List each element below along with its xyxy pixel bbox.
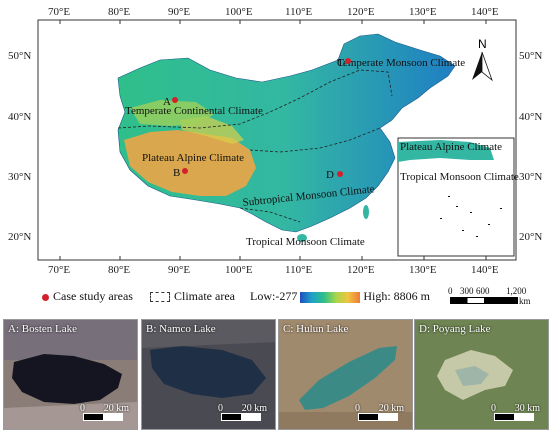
- panel-scale-bar: [221, 413, 261, 421]
- site-marker-d: [337, 171, 343, 177]
- panel-poyang-lake: D: Poyang Lake 0 30 km: [414, 319, 549, 430]
- lon-label-bottom: 100°E: [225, 264, 253, 276]
- taiwan-island: [363, 205, 369, 219]
- lat-label-left: 40°N: [8, 111, 31, 123]
- map-legend: Case study areas Climate area Low:-277 H…: [0, 283, 550, 313]
- panel-scale-bar: [83, 413, 123, 421]
- north-arrow-icon: N: [472, 37, 493, 82]
- label-tropical-monsoon: Tropical Monsoon Climate: [246, 236, 365, 248]
- site-label-d: D: [326, 169, 334, 181]
- panel-title: A: Bosten Lake: [8, 323, 78, 335]
- panel-scale-bar: [358, 413, 398, 421]
- inset-landmass: [398, 140, 494, 162]
- panel-hulun-lake: C: Hulun Lake 0 20 km: [278, 319, 413, 430]
- site-label-c: C: [337, 57, 344, 69]
- scale-bar: 0 300 600 1,200 km: [448, 286, 531, 306]
- label-temperate-monsoon: Temperate Monsoon Climate: [337, 57, 465, 69]
- site-label-b: B: [173, 167, 180, 179]
- lon-label-top: 120°E: [347, 6, 375, 18]
- lat-label-right: 30°N: [519, 171, 542, 183]
- lon-label-bottom: 110°E: [285, 264, 312, 276]
- lon-label-top: 130°E: [409, 6, 437, 18]
- panel-title: B: Namco Lake: [146, 323, 216, 335]
- panel-title: C: Hulun Lake: [283, 323, 349, 335]
- lon-label-bottom: 90°E: [168, 264, 190, 276]
- tarim-basin: [130, 100, 214, 126]
- site-marker-a: [172, 97, 178, 103]
- red-dot-icon: [42, 293, 49, 301]
- site-marker-c: [345, 58, 351, 64]
- label-inset-plateau-alpine: Plateau Alpine Climate: [400, 141, 502, 153]
- hainan-island: [297, 234, 307, 242]
- lon-label-bottom: 130°E: [409, 264, 437, 276]
- lon-label-top: 80°E: [108, 6, 130, 18]
- main-map: 70°E 80°E 90°E 100°E 110°E 120°E 130°E 1…: [8, 6, 542, 276]
- plateau-region: [124, 130, 256, 196]
- elevation-low-label: Low:-277: [250, 289, 298, 303]
- elevation-gradient: [300, 291, 361, 303]
- legend-elevation: Low:-277 High: 8806 m: [250, 289, 430, 304]
- panel-namco-lake: B: Namco Lake 0 20 km: [141, 319, 276, 430]
- lat-label-left: 50°N: [8, 50, 31, 62]
- lon-label-top: 90°E: [168, 6, 190, 18]
- lat-label-left: 30°N: [8, 171, 31, 183]
- lon-label-top: 100°E: [225, 6, 253, 18]
- site-marker-b: [182, 168, 188, 174]
- panel-scale-bar: [494, 413, 534, 421]
- lat-label-left: 20°N: [8, 231, 31, 243]
- lon-label-bottom: 70°E: [48, 264, 70, 276]
- lat-label-right: 20°N: [519, 231, 542, 243]
- panel-title: D: Poyang Lake: [419, 323, 491, 335]
- label-inset-tropical-monsoon: Tropical Monsoon Climate: [400, 171, 519, 183]
- lon-label-top: 140°E: [471, 6, 499, 18]
- lon-label-bottom: 120°E: [347, 264, 375, 276]
- lat-label-right: 50°N: [519, 50, 542, 62]
- site-label-a: A: [163, 96, 171, 108]
- lon-label-bottom: 140°E: [471, 264, 499, 276]
- lon-label-bottom: 80°E: [108, 264, 130, 276]
- climate-boundaries: [117, 69, 393, 223]
- lat-label-right: 40°N: [519, 111, 542, 123]
- lon-ticks: [59, 20, 487, 260]
- legend-climate-area: Climate area: [150, 289, 235, 304]
- lon-label-top: 70°E: [48, 6, 70, 18]
- label-temperate-continental: Temperate Continental Climate: [125, 105, 263, 117]
- svg-text:N: N: [478, 37, 487, 51]
- dashed-box-icon: [150, 292, 170, 303]
- lon-label-top: 110°E: [285, 6, 312, 18]
- panel-bosten-lake: A: Bosten Lake 0 20 km: [3, 319, 138, 430]
- legend-case-study: Case study areas: [42, 289, 133, 304]
- inset-islands: [440, 196, 502, 237]
- label-plateau-alpine: Plateau Alpine Climate: [142, 152, 244, 164]
- elevation-high-label: High: 8806 m: [363, 289, 430, 303]
